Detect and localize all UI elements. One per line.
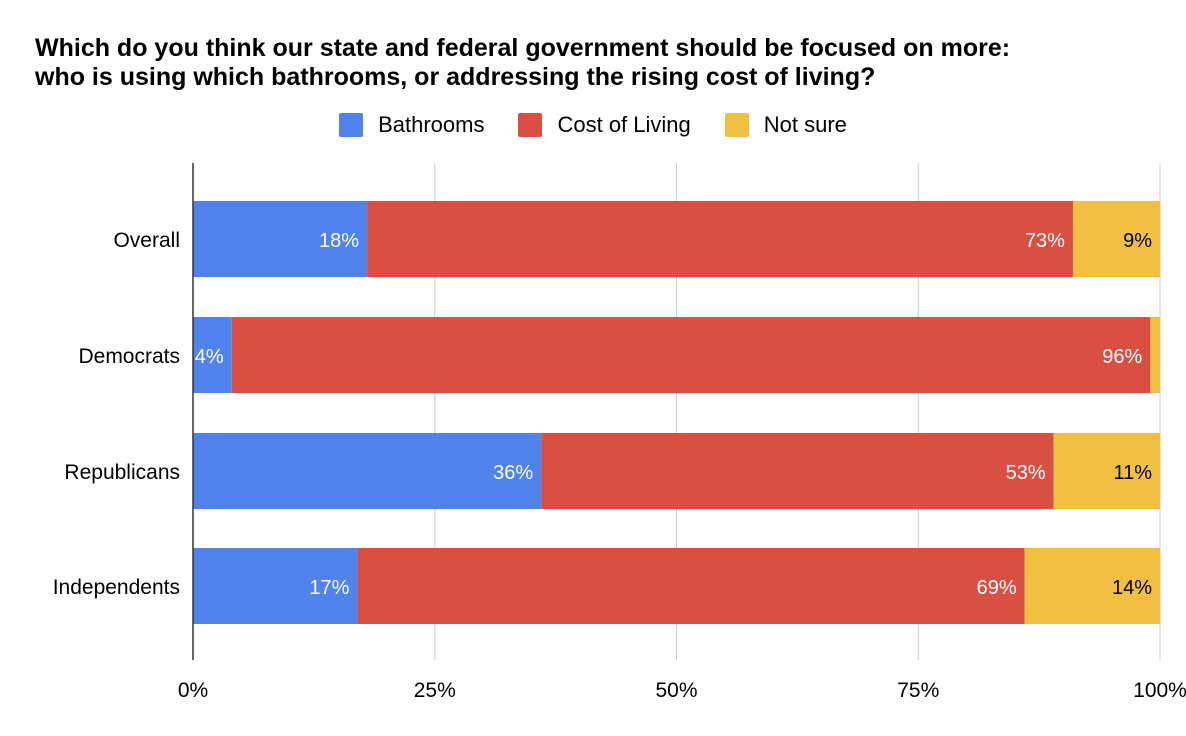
bar-bathrooms: [193, 433, 542, 509]
data-label-bathrooms: 4%: [195, 346, 224, 368]
bar-cost-of-living: [357, 548, 1025, 624]
y-category-label: Republicans: [64, 461, 180, 484]
y-category-label: Overall: [113, 229, 180, 252]
legend: Bathrooms Cost of Living Not sure: [0, 112, 1186, 138]
bar-not-sure: [1072, 201, 1160, 277]
y-category-label: Independents: [53, 576, 180, 599]
legend-label-bathrooms: Bathrooms: [378, 112, 485, 137]
legend-label-not-sure: Not sure: [763, 112, 847, 137]
bar-not-sure: [1150, 317, 1160, 393]
bar-cost-of-living: [367, 201, 1073, 277]
x-tick-label: 0%: [178, 679, 208, 702]
bar-cost-of-living: [231, 317, 1151, 393]
bar-cost-of-living: [541, 433, 1054, 509]
legend-item-bathrooms: Bathrooms: [339, 112, 484, 138]
x-tick-label: 25%: [414, 679, 456, 702]
chart-title-line-2: who is using which bathrooms, or address…: [35, 63, 876, 91]
x-tick-label: 50%: [655, 679, 697, 702]
legend-item-cost-of-living: Cost of Living: [518, 112, 691, 138]
data-label-bathrooms: 36%: [493, 462, 533, 484]
x-tick-label: 75%: [897, 679, 939, 702]
legend-swatch-bathrooms: [339, 113, 364, 137]
chart-title: Which do you think our state and federal…: [35, 34, 1165, 92]
bar-bathrooms: [193, 317, 232, 393]
data-label-cost-of-living: 73%: [1025, 230, 1065, 252]
legend-label-cost-of-living: Cost of Living: [557, 112, 691, 137]
data-label-bathrooms: 18%: [319, 230, 359, 252]
legend-swatch-cost-of-living: [518, 113, 543, 137]
bar-bathrooms: [193, 548, 358, 624]
bar-not-sure: [1053, 433, 1160, 509]
data-label-cost-of-living: 53%: [1006, 462, 1046, 484]
x-tick-label: 100%: [1133, 679, 1186, 702]
y-category-label: Democrats: [78, 345, 180, 368]
chart-title-line-1: Which do you think our state and federal…: [35, 34, 1011, 62]
data-label-not-sure: 14%: [1112, 577, 1152, 599]
legend-item-not-sure: Not sure: [724, 112, 847, 138]
data-label-bathrooms: 17%: [309, 577, 349, 599]
data-label-not-sure: 11%: [1113, 462, 1152, 484]
data-label-cost-of-living: 69%: [977, 577, 1017, 599]
data-label-cost-of-living: 96%: [1102, 346, 1142, 368]
legend-swatch-not-sure: [724, 113, 749, 137]
bar-not-sure: [1024, 548, 1160, 624]
bar-bathrooms: [193, 201, 368, 277]
data-label-not-sure: 9%: [1123, 230, 1152, 252]
